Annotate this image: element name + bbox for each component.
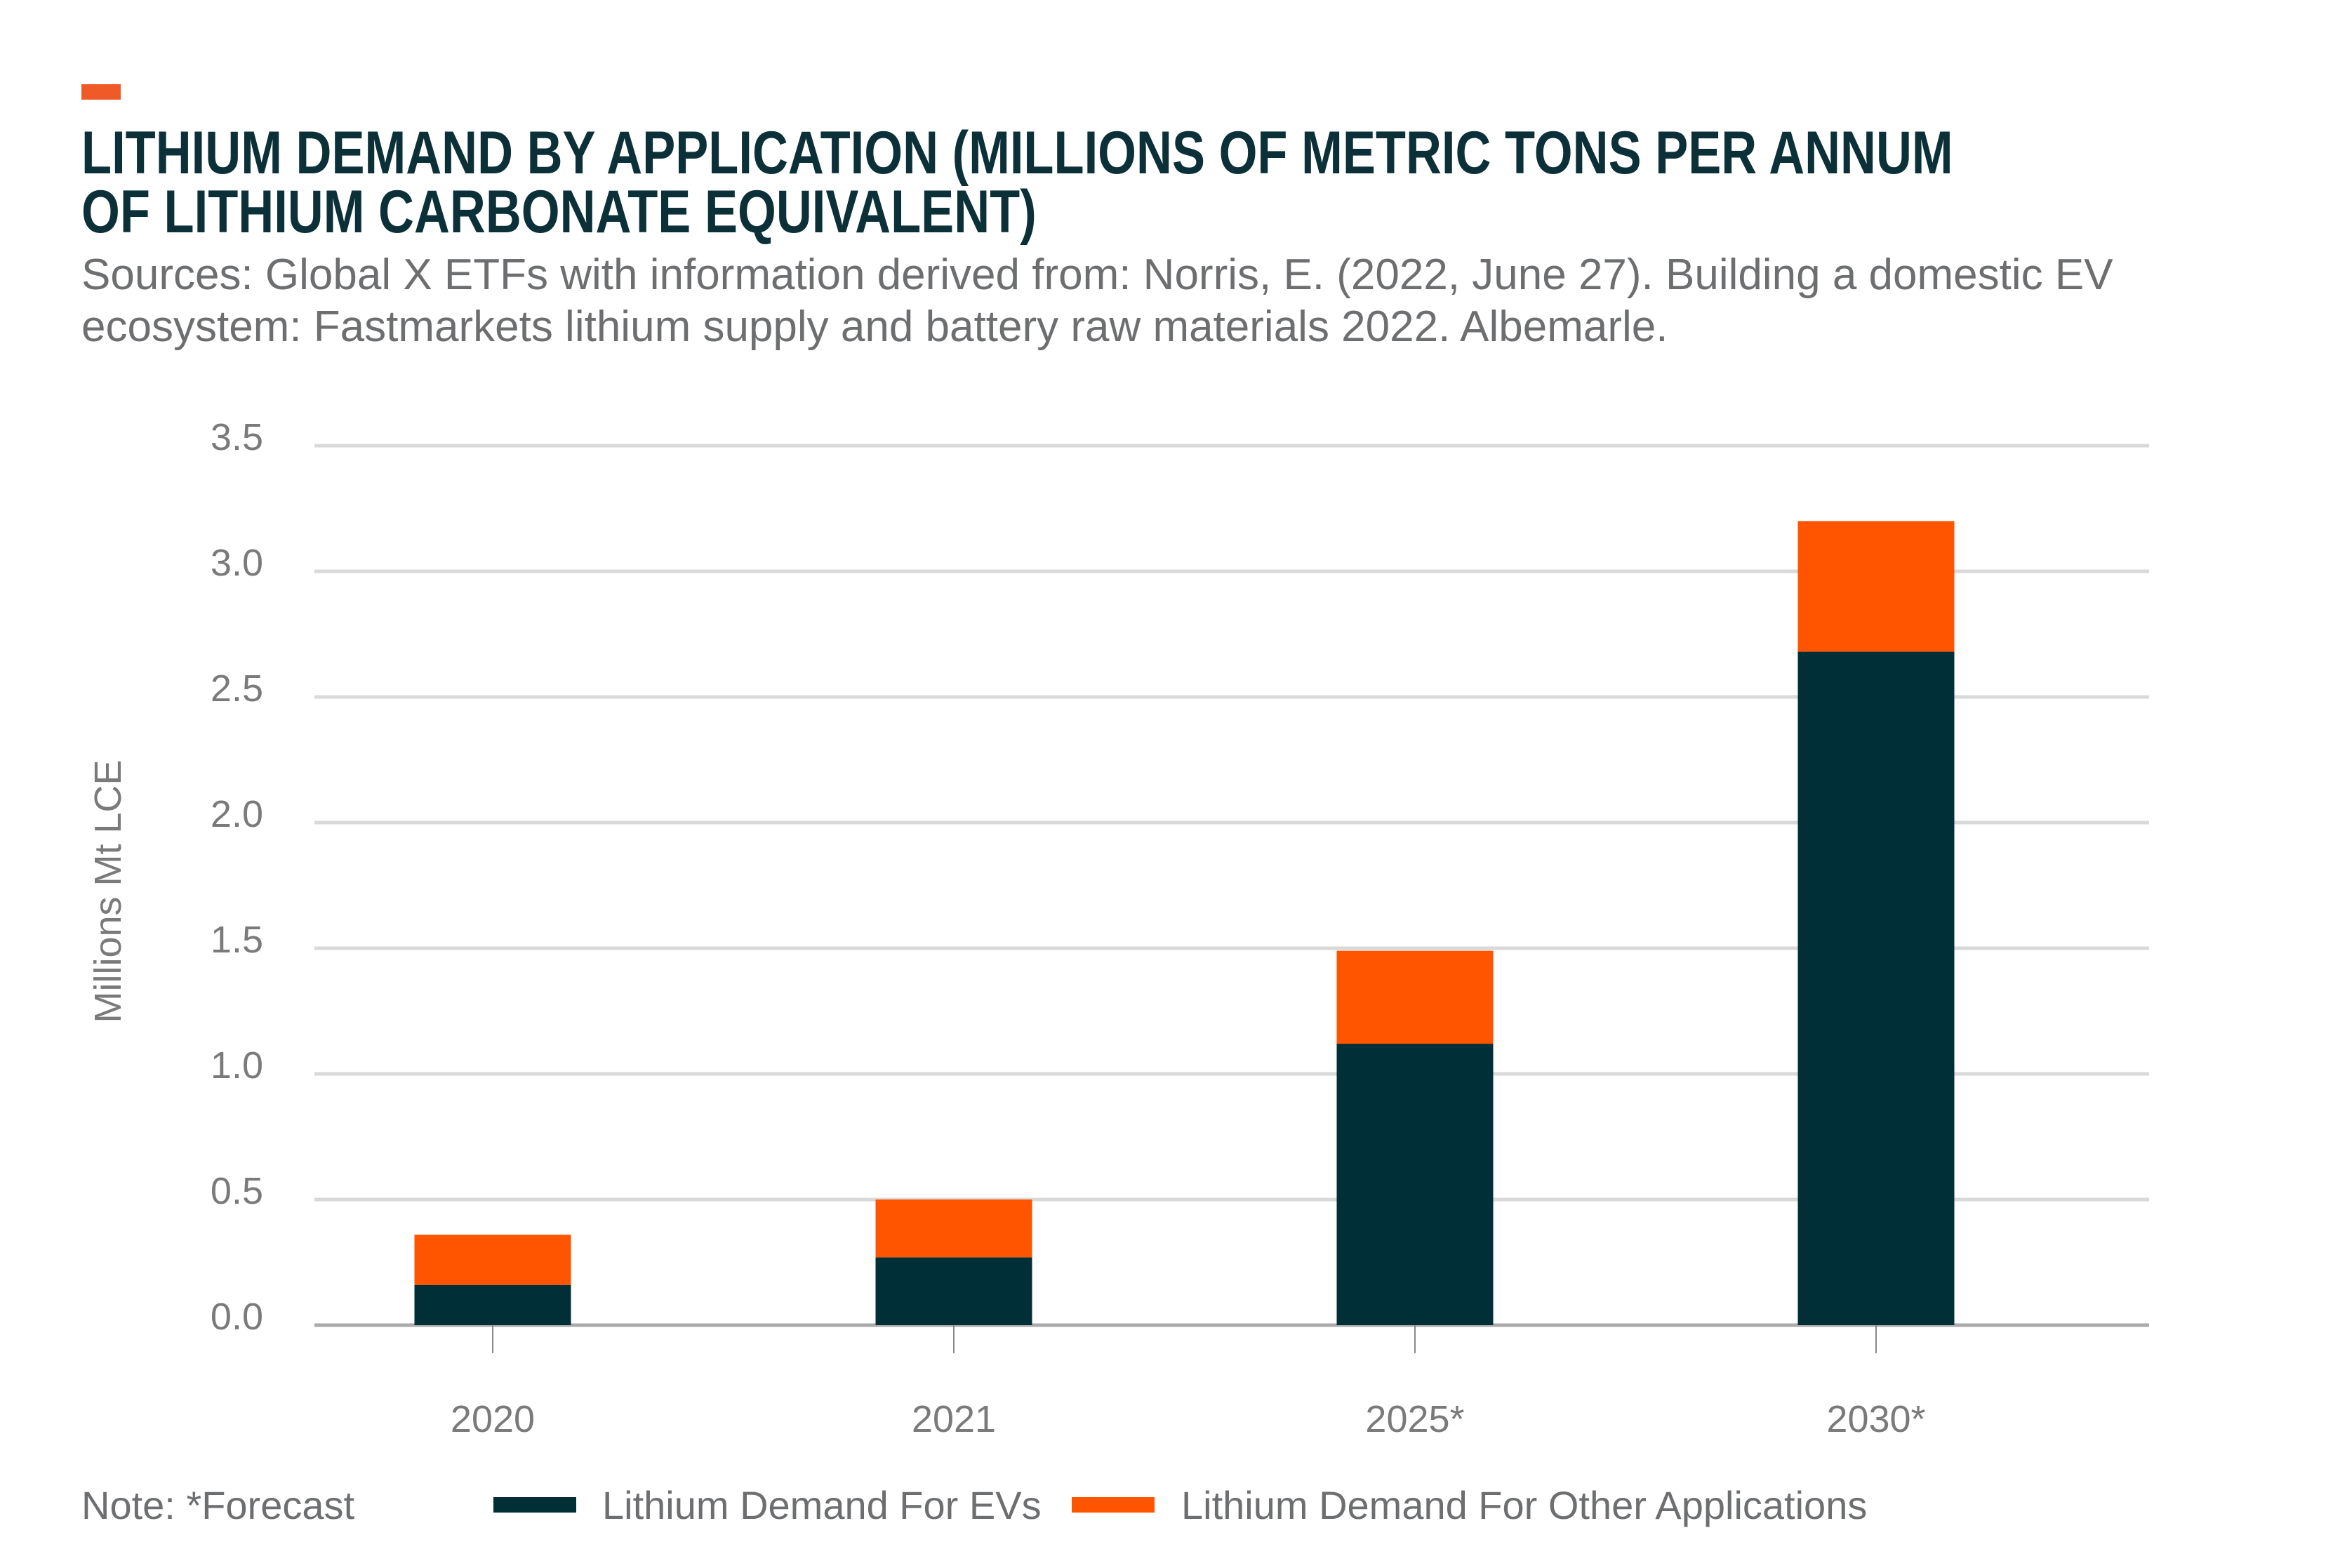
bar-other-applications [1797, 521, 1955, 652]
y-tick-labels: 0.0 0.5 1.0 1.5 2.0 2.5 3.0 3.5 [211, 416, 263, 1338]
x-tick-label: 2020 [451, 1398, 535, 1440]
y-tick-label: 1.5 [211, 919, 263, 961]
chart-title: LITHIUM DEMAND BY APPLICATION (MILLIONS … [81, 119, 2211, 246]
bar-other-applications [414, 1235, 571, 1285]
sources-line-1: Sources: Global X ETFs with information … [81, 251, 2113, 299]
x-tick-label: 2025* [1365, 1398, 1464, 1440]
forecast-note: Note: *Forecast [81, 1483, 355, 1527]
title-line-1: LITHIUM DEMAND BY APPLICATION (MILLIONS … [81, 119, 1953, 187]
bar-evs [1336, 1044, 1494, 1325]
y-tick-label: 3.5 [211, 416, 263, 458]
chart-sources: Sources: Global X ETFs with information … [81, 249, 2257, 353]
legend-label-other: Lithium Demand For Other Applications [1181, 1483, 1868, 1527]
x-tick-labels: 2020 2021 2025* 2030* [451, 1325, 1926, 1440]
y-tick-label: 2.0 [211, 793, 263, 835]
title-accent-bar [81, 84, 121, 100]
bar-other-applications [875, 1200, 1032, 1258]
y-tick-label: 3.0 [211, 542, 263, 584]
bar-evs [414, 1284, 571, 1325]
y-tick-label: 2.5 [211, 667, 263, 710]
y-tick-label: 1.0 [211, 1044, 263, 1087]
legend-swatch-evs [493, 1497, 576, 1513]
sources-line-2: ecosystem: Fastmarkets lithium supply an… [81, 303, 1668, 351]
bar-evs [875, 1257, 1032, 1325]
title-line-2: OF LITHIUM CARBONATE EQUIVALENT) [81, 178, 1037, 246]
bar-other-applications [1336, 950, 1494, 1044]
legend-label-evs: Lithium Demand For EVs [602, 1483, 1042, 1527]
x-tick-label: 2021 [912, 1398, 996, 1440]
y-tick-label: 0.0 [211, 1296, 263, 1338]
y-tick-label: 0.5 [211, 1170, 263, 1212]
bar-evs [1797, 651, 1955, 1325]
legend-swatch-other [1072, 1497, 1155, 1513]
bars [414, 521, 1955, 1325]
x-tick-label: 2030* [1826, 1398, 1925, 1440]
y-axis-title: Millions Mt LCE [87, 759, 129, 1023]
